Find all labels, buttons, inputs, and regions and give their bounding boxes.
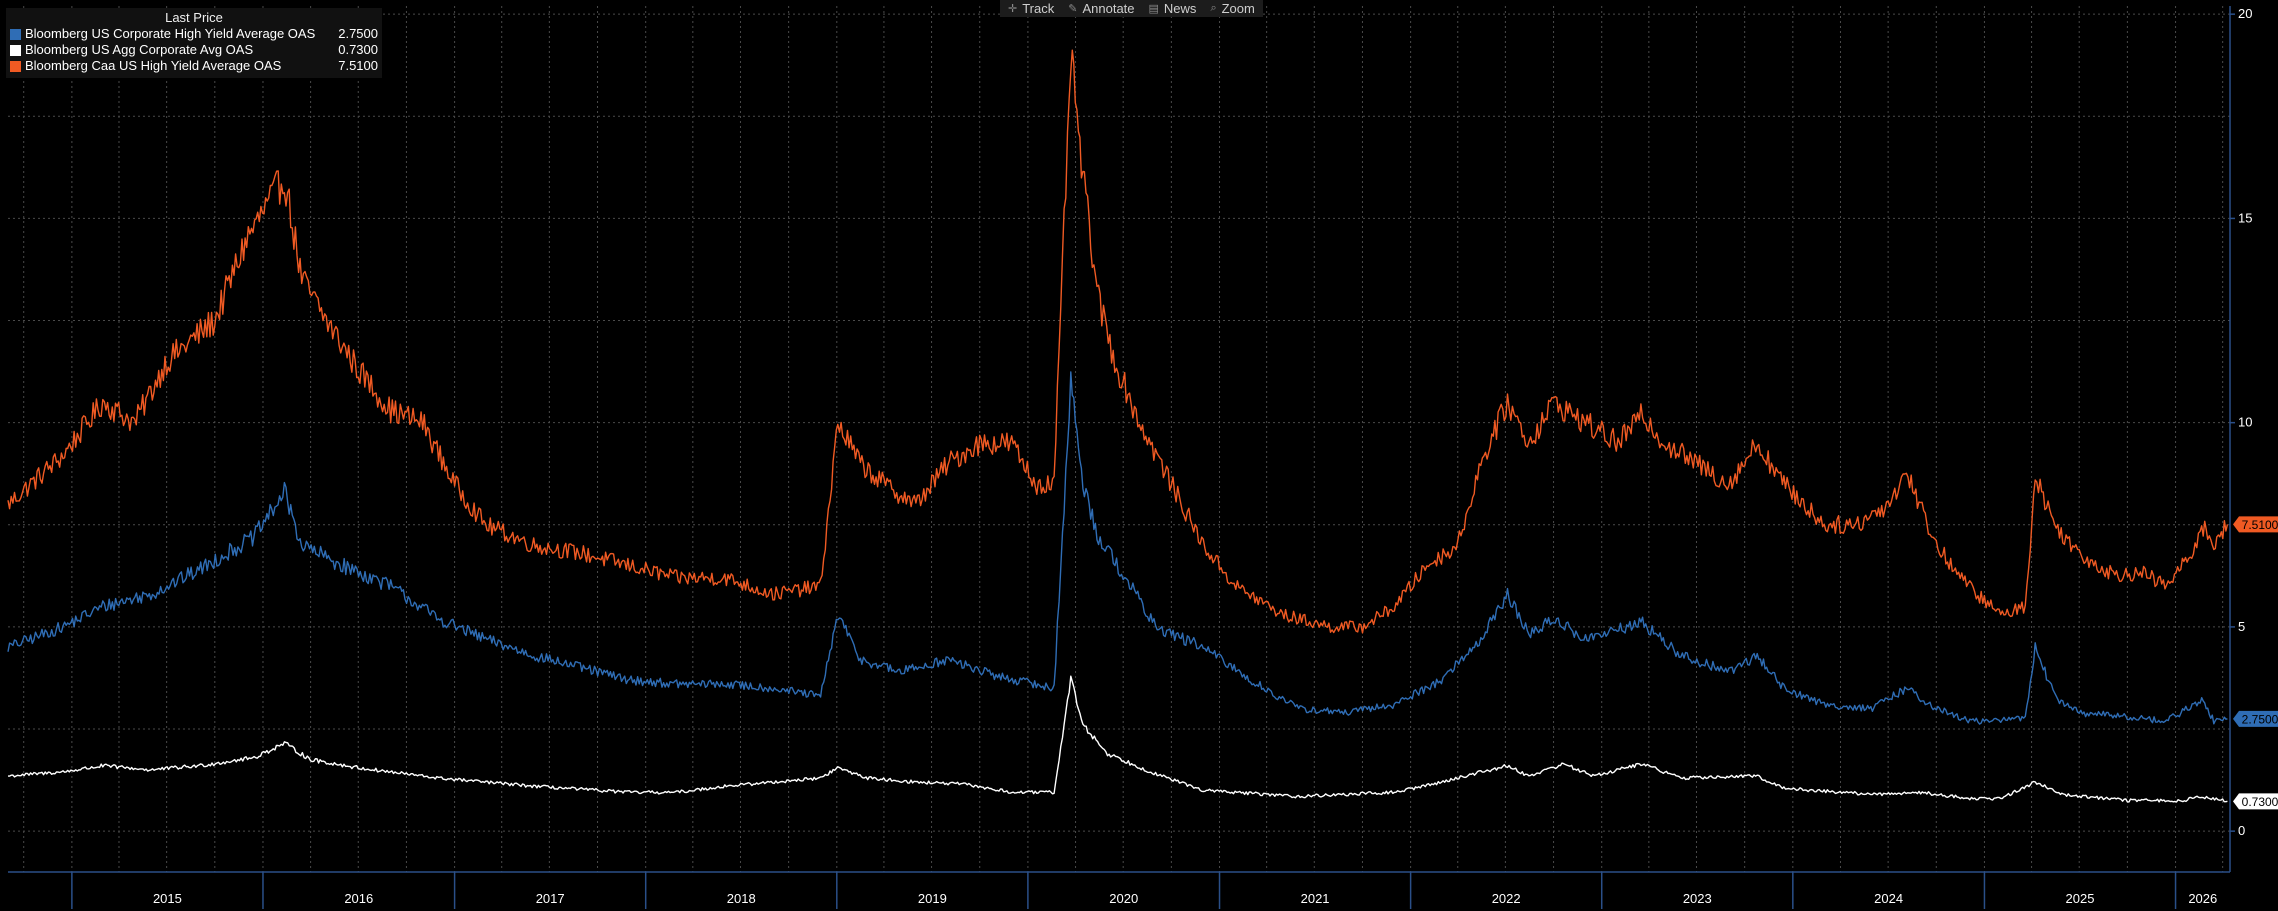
legend-swatch-agg	[10, 44, 21, 56]
x-tick-label: 2022	[1492, 891, 1521, 906]
last-value-tag-bg	[2233, 793, 2278, 810]
legend-swatch-hy	[10, 28, 21, 40]
zoom-button[interactable]: ⌕ Zoom	[1210, 1, 1254, 16]
last-value-tag: 7.5100	[2233, 516, 2278, 533]
pencil-icon: ✎	[1068, 3, 1078, 15]
last-value-tag-text: 2.7500	[2242, 712, 2278, 726]
y-tick-label: 5	[2238, 619, 2245, 634]
news-label: News	[1163, 1, 1197, 16]
y-tick-label: 0	[2238, 823, 2245, 838]
annotate-label: Annotate	[1082, 1, 1135, 16]
legend: Last Price Bloomberg US Corporate High Y…	[6, 8, 382, 78]
legend-entry-caa[interactable]: Bloomberg Caa US High Yield Average OAS …	[10, 58, 378, 74]
track-button[interactable]: ✛ Track	[1008, 1, 1054, 16]
grid-lines	[8, 6, 2230, 872]
chart-toolbar: ✛ Track ✎ Annotate ▤ News ⌕ Zoom	[1000, 0, 1263, 17]
x-tick-label: 2024	[1874, 891, 1903, 906]
last-value-tag-bg	[2233, 710, 2278, 727]
x-tick-label: 2019	[918, 891, 947, 906]
legend-value-agg: 0.7300	[338, 42, 378, 57]
legend-name-agg: Bloomberg US Agg Corporate Avg OAS	[25, 42, 254, 57]
legend-entry-hy[interactable]: Bloomberg US Corporate High Yield Averag…	[10, 26, 378, 42]
y-tick-label: 10	[2238, 415, 2252, 430]
news-button[interactable]: ▤ News	[1149, 1, 1197, 16]
crosshair-icon: ✛	[1008, 3, 1018, 15]
legend-name-caa: Bloomberg Caa US High Yield Average OAS	[25, 58, 282, 73]
legend-value-caa: 7.5100	[338, 58, 378, 73]
last-value-tag-text: 7.5100	[2242, 518, 2278, 532]
news-icon: ▤	[1148, 3, 1159, 15]
x-tick-label: 2018	[727, 891, 756, 906]
last-value-tag-bg	[2233, 516, 2278, 533]
x-tick-label: 2021	[1301, 891, 1330, 906]
last-value-tags: 7.5100 2.7500 0.7300	[2233, 516, 2278, 810]
x-tick-label: 2016	[344, 891, 373, 906]
legend-value-hy: 2.7500	[338, 26, 378, 41]
x-tick-label: 2015	[153, 891, 182, 906]
last-value-tag: 2.7500	[2233, 710, 2278, 727]
series-line	[7, 49, 2229, 634]
zoom-icon: ⌕	[1210, 2, 1217, 14]
x-axis: 2015 2016 2017 2018 2019 2020 2021 2022 2023 2024…	[8, 871, 2230, 909]
y-axis: 0 5 10 15 20	[2229, 6, 2252, 872]
series-layer	[7, 49, 2229, 803]
legend-swatch-caa	[10, 60, 21, 72]
x-tick-label: 2026	[2188, 891, 2217, 906]
x-tick-label: 2023	[1683, 891, 1712, 906]
y-tick-label: 15	[2238, 210, 2252, 225]
annotate-button[interactable]: ✎ Annotate	[1068, 1, 1134, 16]
x-tick-label: 2020	[1109, 891, 1138, 906]
track-label: Track	[1022, 1, 1055, 16]
legend-name-hy: Bloomberg US Corporate High Yield Averag…	[25, 26, 316, 41]
series-line	[7, 371, 2228, 725]
legend-header: Last Price	[165, 10, 223, 25]
y-tick-label: 20	[2238, 6, 2252, 21]
x-tick-label: 2025	[2066, 891, 2095, 906]
x-tick-label: 2017	[536, 891, 565, 906]
last-value-tag: 0.7300	[2233, 793, 2278, 810]
zoom-label: Zoom	[1221, 1, 1255, 16]
series-line	[8, 675, 2228, 803]
last-value-tag-text: 0.7300	[2242, 795, 2278, 809]
legend-entry-agg[interactable]: Bloomberg US Agg Corporate Avg OAS 0.730…	[10, 42, 378, 58]
